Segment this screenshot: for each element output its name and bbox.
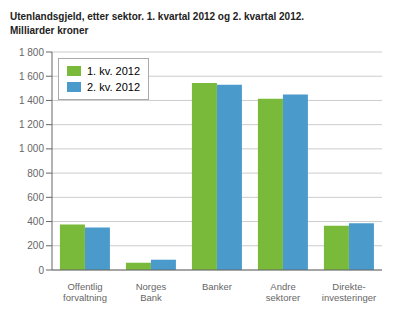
html-text:Utenlandsgjeld, etter sektor.: Utenlandsgjeld, etter sektor. 1. kvartal… xyxy=(10,11,304,22)
svg-text:Banker: Banker xyxy=(202,281,232,292)
svg-text:400: 400 xyxy=(27,216,44,227)
svg-text:1 800: 1 800 xyxy=(19,47,44,58)
html-text:1. kv. 2012: 1. kv. 2012 xyxy=(87,65,140,77)
svg-text:Direkte-investeringer: Direkte-investeringer xyxy=(322,281,376,303)
svg-text:1 400: 1 400 xyxy=(19,95,44,106)
svg-text:200: 200 xyxy=(27,240,44,251)
svg-text:Andresektorer: Andresektorer xyxy=(266,281,300,303)
html-text:2. kv. 2012: 2. kv. 2012 xyxy=(87,81,140,93)
svg-text:0: 0 xyxy=(38,265,44,276)
svg-text:1 000: 1 000 xyxy=(19,143,44,154)
svg-text:800: 800 xyxy=(27,168,44,179)
svg-text:Offentligforvaltning: Offentligforvaltning xyxy=(63,281,107,303)
html-text:Milliarder kroner: Milliarder kroner xyxy=(10,25,89,36)
svg-text:600: 600 xyxy=(27,192,44,203)
svg-text:1 200: 1 200 xyxy=(19,119,44,130)
svg-text:1 600: 1 600 xyxy=(19,71,44,82)
svg-text:NorgesBank: NorgesBank xyxy=(136,281,167,303)
